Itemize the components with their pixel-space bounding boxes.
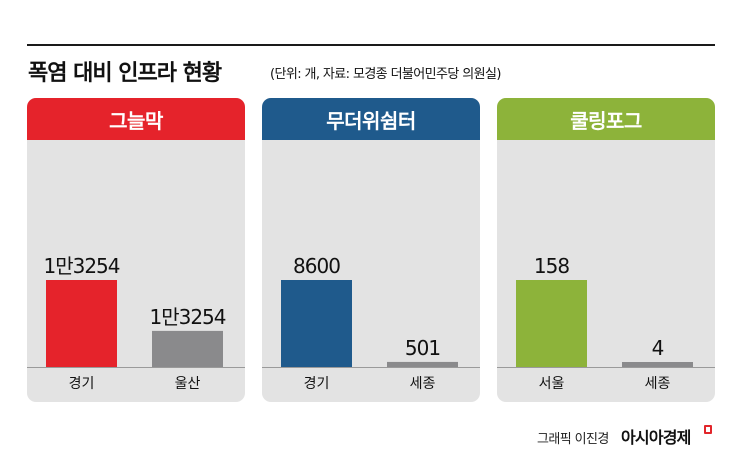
panel-chart-svg: 8600 경기 501 세종: [262, 254, 480, 392]
bar-value-label: 1만3254: [43, 254, 119, 278]
bar-경기: [281, 280, 352, 367]
panel-cooling-fog: 쿨링포그 158 서울 4 세종: [497, 98, 715, 402]
bar-세종: [387, 361, 458, 367]
bar-value-label: 501: [405, 336, 440, 360]
category-label: 울산: [175, 376, 201, 392]
bar-경기: [46, 280, 117, 367]
bar-세종: [622, 362, 693, 367]
panel-header: 그늘막: [27, 98, 245, 140]
graphic-credit: 그래픽 이진경: [537, 432, 609, 447]
chart-subtitle: (단위: 개, 자료: 모경종 더불어민주당 의원실): [270, 67, 501, 82]
bar-value-label: 1만3254: [149, 305, 225, 329]
bar-서울: [516, 280, 587, 367]
bar-value-label: 158: [534, 254, 569, 278]
category-label: 세종: [645, 376, 671, 392]
category-label: 경기: [304, 376, 330, 392]
bar-value-label: 4: [652, 336, 664, 360]
bar-value-label: 8600: [293, 254, 340, 278]
panel-header: 무더위쉼터: [262, 98, 480, 140]
brand-logo-text: 아시아경제: [621, 428, 691, 447]
panel-chart-svg: 158 서울 4 세종: [497, 254, 715, 392]
top-rule: [27, 44, 715, 46]
category-label: 서울: [539, 376, 565, 392]
bar-울산: [152, 330, 223, 367]
chart-title: 폭염 대비 인프라 현황: [28, 61, 222, 86]
panel-shade: 그늘막 1만3254 경기 1만3254 울산: [27, 98, 245, 402]
category-label: 경기: [69, 376, 95, 392]
panel-chart-svg: 1만3254 경기 1만3254 울산: [27, 254, 245, 392]
panel-rest-area: 무더위쉼터 8600 경기 501 세종: [262, 98, 480, 402]
brand-mark-icon: [704, 425, 712, 434]
category-label: 세종: [410, 376, 436, 392]
panel-header: 쿨링포그: [497, 98, 715, 140]
